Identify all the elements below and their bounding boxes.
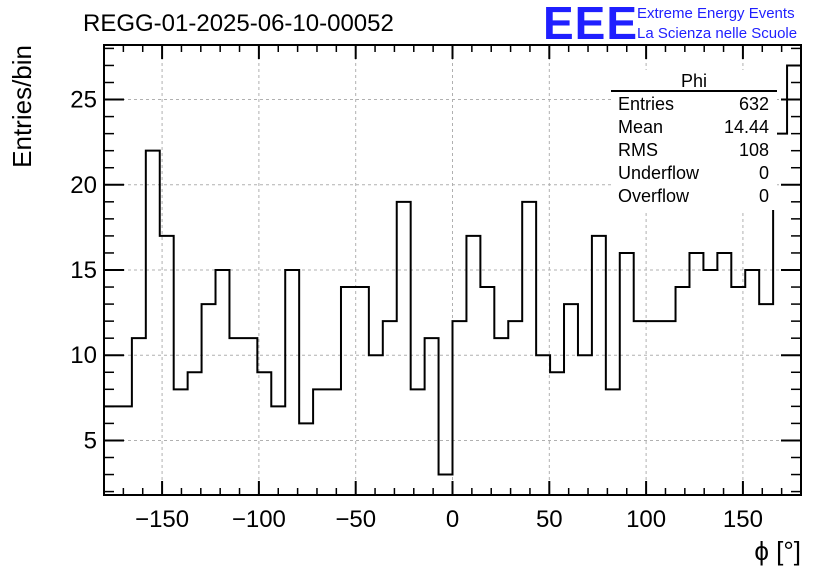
run-title: REGG-01-2025-06-10-00052: [83, 10, 394, 37]
x-tick-label: −50: [335, 506, 376, 533]
stats-title: Phi: [681, 71, 707, 91]
stats-label: RMS: [618, 140, 658, 160]
y-tick-label: 5: [84, 427, 97, 454]
y-tick-label: 10: [70, 342, 97, 369]
y-axis-title: Entries/bin: [7, 45, 37, 168]
stats-label: Entries: [618, 94, 674, 114]
x-tick-label: 50: [536, 506, 563, 533]
y-tick-label: 20: [70, 172, 97, 199]
stats-label: Overflow: [618, 186, 690, 206]
eee-logo: EEE: [543, 0, 639, 49]
histogram-outline: [104, 64, 801, 476]
stats-value: 14.44: [724, 117, 769, 137]
x-tick-label: 0: [446, 506, 459, 533]
stats-value: 0: [759, 163, 769, 183]
x-tick-label: −100: [232, 506, 286, 533]
stats-value: 0: [759, 186, 769, 206]
x-axis-title: ϕ [°]: [754, 536, 801, 566]
y-tick-label: 15: [70, 257, 97, 284]
stats-value: 632: [739, 94, 769, 114]
x-tick-label: −150: [135, 506, 189, 533]
x-tick-label: 150: [723, 506, 763, 533]
stats-box: [611, 70, 777, 210]
eee-logo-line2: La Scienza nelle Scuole: [637, 25, 798, 42]
stats-label: Underflow: [618, 163, 700, 183]
x-tick-label: 100: [626, 506, 666, 533]
eee-logo-line1: Extreme Energy Events: [637, 5, 795, 22]
stats-value: 108: [739, 140, 769, 160]
stats-label: Mean: [618, 117, 663, 137]
y-tick-label: 25: [70, 87, 97, 114]
